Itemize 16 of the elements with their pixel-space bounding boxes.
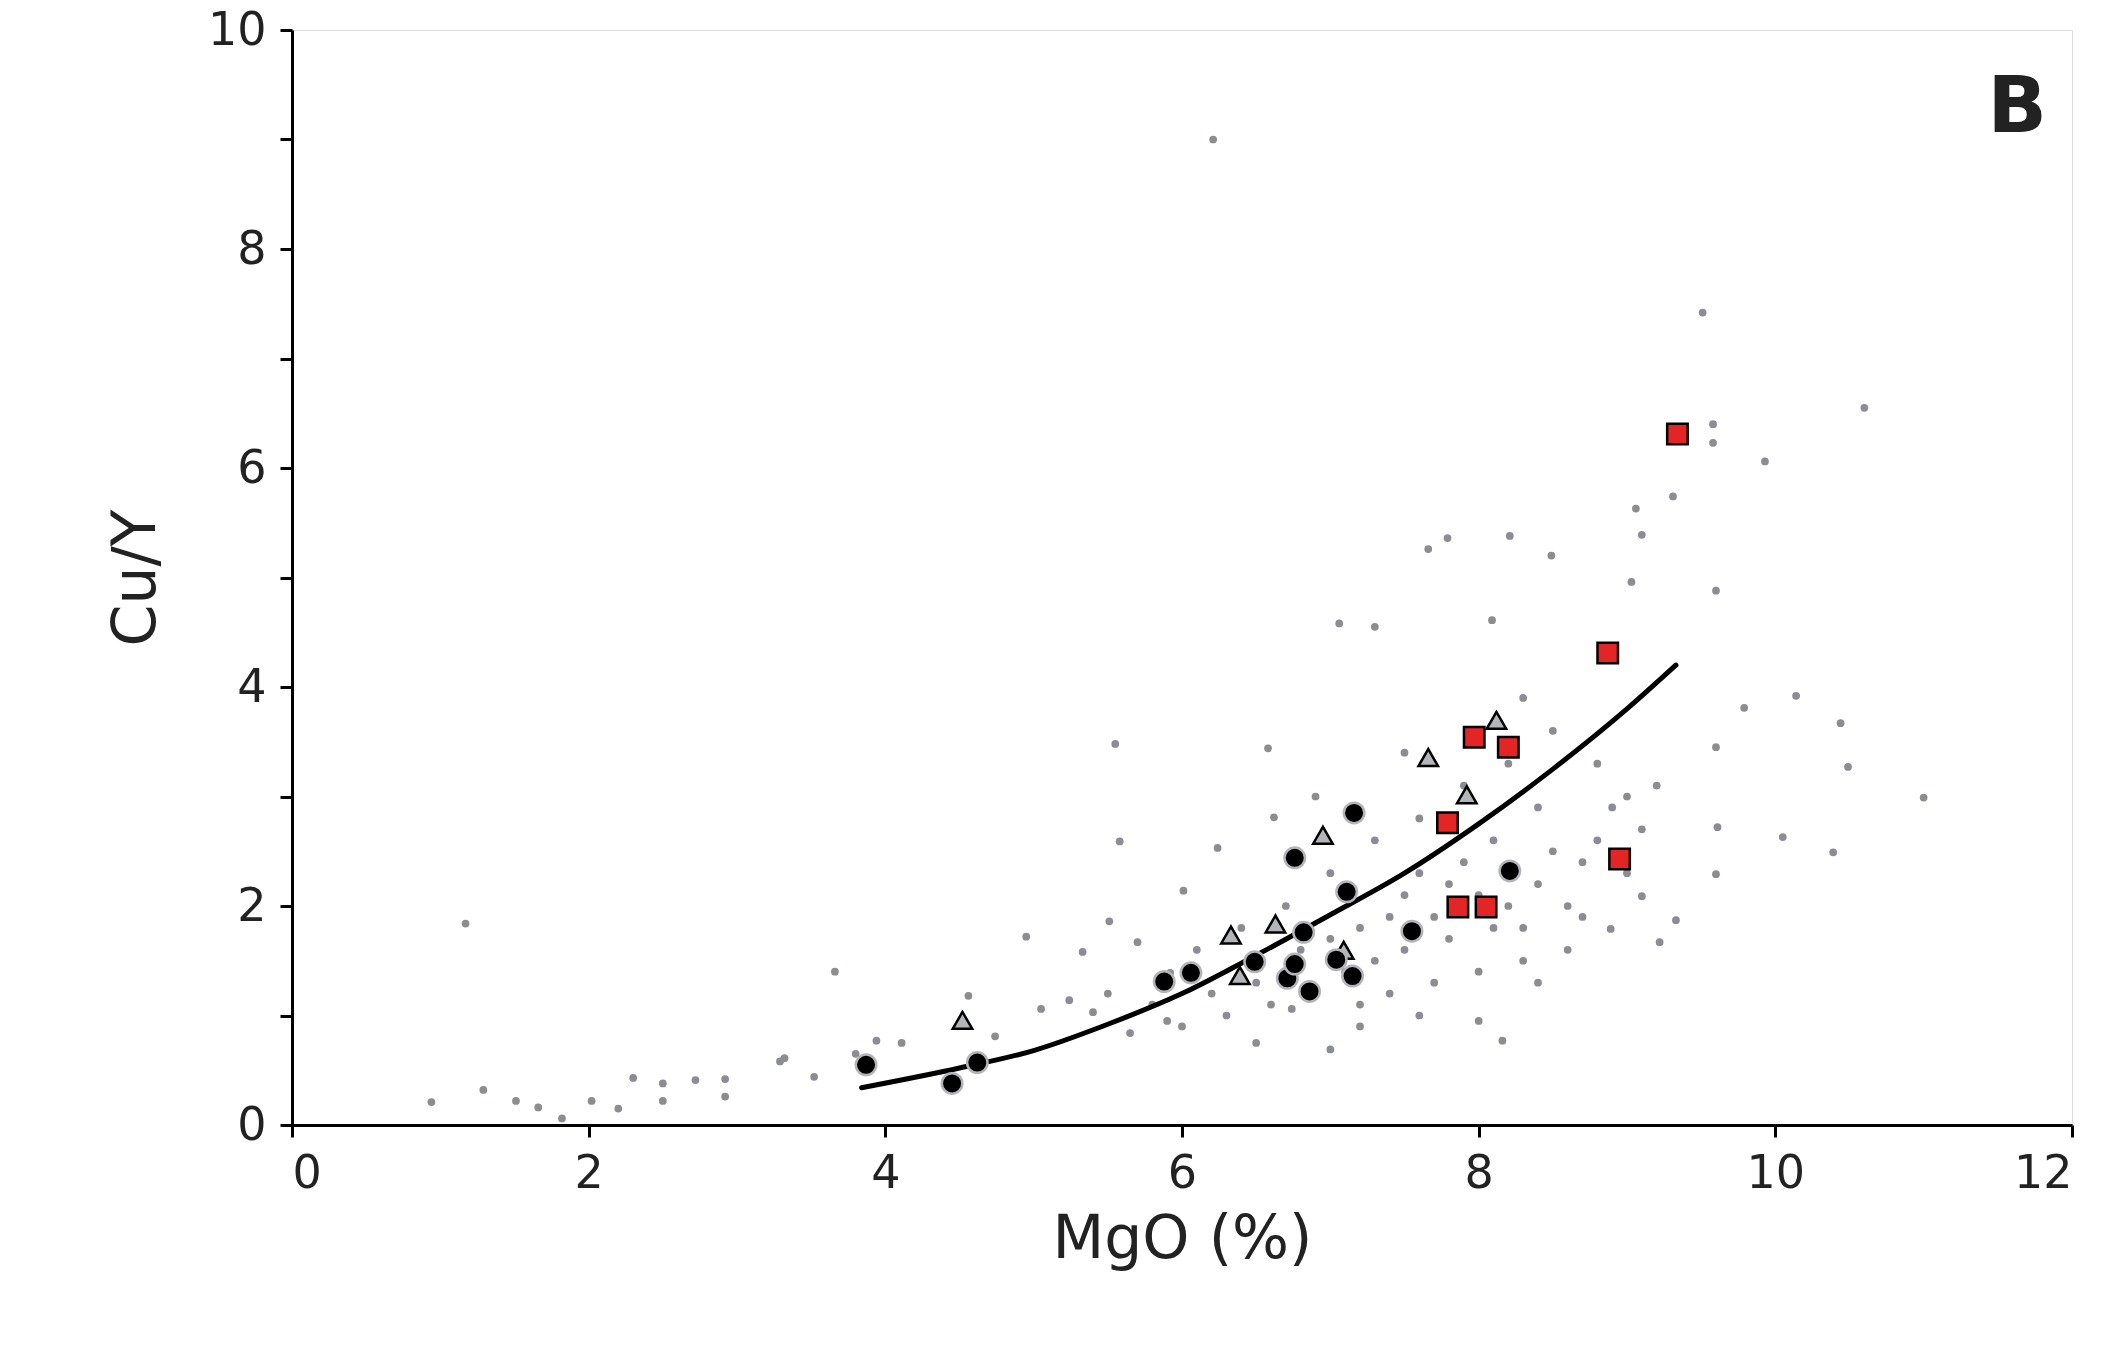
y-tick-label: 4 [237,658,267,713]
y-tick-label: 10 [207,1,267,56]
x-tick-label: 4 [871,1144,901,1199]
x-tick-label: 0 [292,1144,322,1199]
x-tick-label: 10 [1746,1144,1806,1199]
x-tick-label: 2 [574,1144,604,1199]
y-tick-label: 2 [237,877,267,932]
y-tick-label: 8 [237,220,267,275]
x-tick-label: 6 [1167,1144,1198,1199]
x-tick-label: 8 [1464,1144,1494,1199]
annotation: B [1987,60,2047,150]
y-tick-label: 6 [237,439,267,494]
x-tick-label: 12 [2013,1144,2073,1199]
x-axis-title: MgO (%) [1052,1201,1313,1272]
y-axis-title: Cu/Y [98,509,169,647]
y-tick-label: 0 [237,1096,267,1151]
